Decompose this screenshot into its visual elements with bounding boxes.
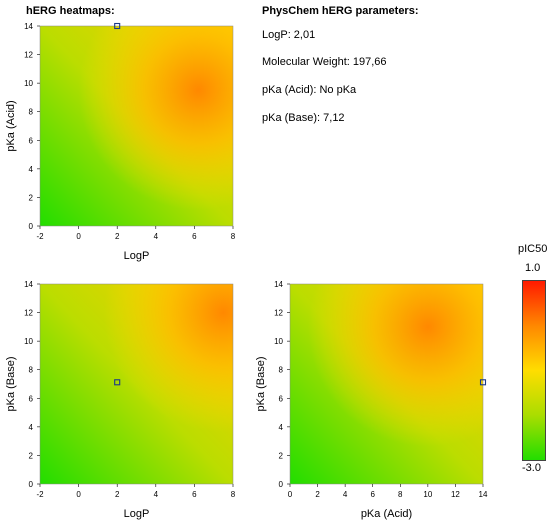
x-tick-label: 0 (76, 490, 81, 499)
y-axis-label: pKa (Acid) (5, 100, 17, 151)
x-tick-label: 4 (343, 490, 348, 499)
y-tick-label: 4 (29, 165, 34, 174)
compound-marker (114, 22, 121, 30)
heatmap-hotspot-layer (290, 284, 483, 484)
x-tick-label: -2 (36, 490, 44, 499)
y-tick-label: 12 (24, 309, 33, 318)
x-tick-label: 6 (192, 490, 197, 499)
physchem-title: PhysChem hERG parameters: (262, 5, 419, 17)
x-tick-label: 14 (479, 490, 488, 499)
y-tick-label: 12 (274, 309, 283, 318)
heatmap-hotspot-layer (40, 284, 233, 484)
y-tick-label: 10 (24, 79, 33, 88)
x-tick-label: 2 (115, 232, 120, 241)
y-tick-label: 14 (24, 22, 33, 31)
x-tick-label: 2 (115, 490, 120, 499)
y-tick-label: 8 (279, 366, 284, 375)
y-tick-label: 4 (29, 423, 34, 432)
x-tick-label: 4 (154, 232, 159, 241)
y-tick-label: 4 (279, 423, 284, 432)
y-tick-label: 2 (279, 451, 284, 460)
y-tick-label: 0 (29, 222, 34, 231)
heatmap-pka-acid-pka-base: 0 2 4 6 8 10 12 14 0 2 4 6 8 10 12 14 pKa (Acid) pKa (Bas… (255, 280, 488, 520)
y-tick-label: 2 (29, 193, 34, 202)
x-tick-label: 4 (154, 490, 159, 499)
x-tick-label: 8 (398, 490, 403, 499)
x-tick-label: 8 (231, 490, 236, 499)
legend-min-label: -3.0 (522, 462, 541, 474)
y-tick-label: 10 (274, 337, 283, 346)
x-tick-label: 6 (192, 232, 197, 241)
param-logp: LogP: 2,01 (262, 29, 316, 41)
x-tick-label: -2 (36, 232, 44, 241)
y-axis-label: pKa (Base) (255, 356, 267, 411)
x-tick-label: 10 (423, 490, 432, 499)
x-tick-label: 8 (231, 232, 236, 241)
y-tick-label: 8 (29, 366, 34, 375)
plot-frame (289, 283, 484, 485)
compound-marker (114, 379, 121, 386)
heatmap-hotspot-layer (40, 26, 233, 226)
x-tick-label: 6 (370, 490, 375, 499)
colorbar (522, 280, 546, 461)
legend-title: pIC50 (518, 243, 548, 255)
x-tick-label: 0 (76, 232, 81, 241)
y-tick-label: 0 (279, 480, 284, 489)
y-tick-label: 6 (29, 394, 34, 403)
x-axis-label: LogP (124, 508, 150, 520)
y-tick-label: 6 (29, 136, 34, 145)
y-axis-label: pKa (Base) (5, 356, 17, 411)
legend-max-label: 1.0 (525, 262, 541, 274)
y-tick-label: 10 (24, 337, 33, 346)
x-tick-label: 0 (288, 490, 293, 499)
x-tick-label: 12 (451, 490, 460, 499)
plot-frame (39, 283, 234, 485)
y-tick-label: 0 (29, 480, 34, 489)
plot-frame (39, 25, 234, 227)
heatmaps-title: hERG heatmaps: (26, 5, 115, 17)
y-tick-label: 8 (29, 108, 34, 117)
x-axis-label: LogP (124, 250, 150, 262)
y-tick-label: 14 (274, 280, 283, 289)
compound-marker (479, 379, 487, 386)
y-tick-label: 6 (279, 394, 284, 403)
param-molecular-weight: Molecular Weight: 197,66 (262, 56, 387, 68)
x-tick-label: 2 (315, 490, 320, 499)
y-tick-label: 14 (24, 280, 33, 289)
param-pka-base: pKa (Base): 7,12 (262, 112, 345, 124)
y-tick-label: 12 (24, 51, 33, 60)
x-axis-label: pKa (Acid) (361, 508, 412, 520)
param-pka-acid: pKa (Acid): No pKa (262, 84, 357, 96)
y-tick-label: 2 (29, 451, 34, 460)
